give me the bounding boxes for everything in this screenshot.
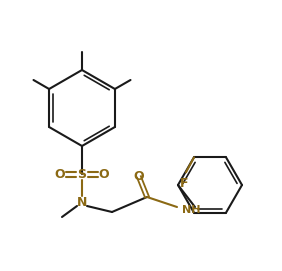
Text: N: N bbox=[77, 195, 87, 208]
Text: F: F bbox=[180, 177, 188, 190]
Text: O: O bbox=[55, 167, 65, 180]
Text: O: O bbox=[99, 167, 109, 180]
Text: S: S bbox=[78, 167, 87, 180]
Text: NH: NH bbox=[182, 205, 201, 215]
Text: O: O bbox=[134, 170, 144, 183]
